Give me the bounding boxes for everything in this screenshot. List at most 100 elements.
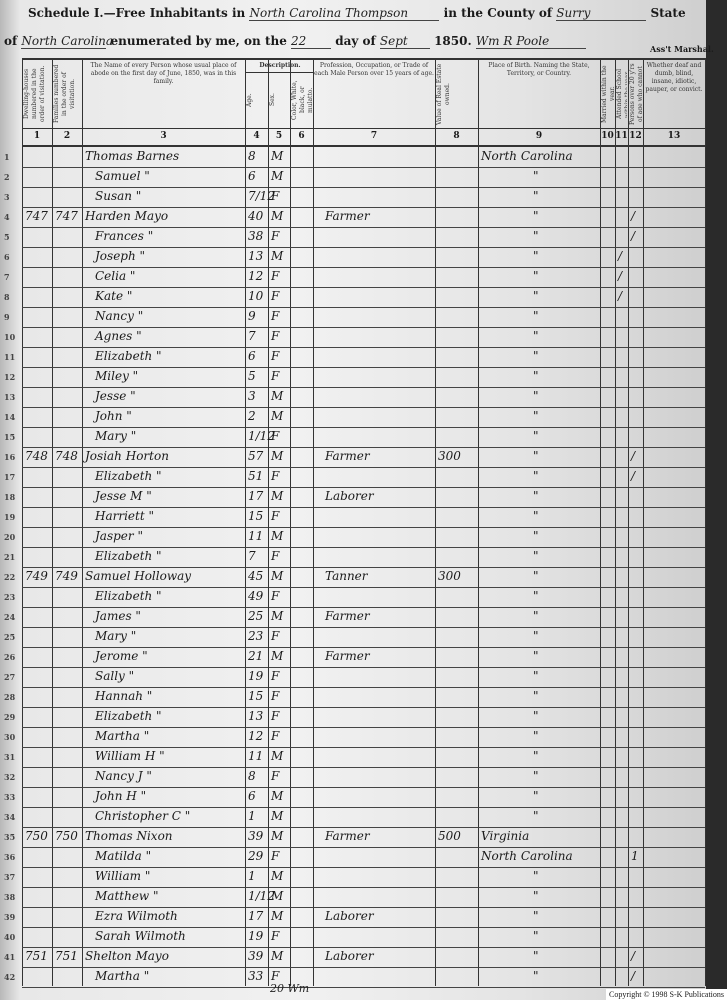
sex: M <box>271 149 284 163</box>
age: 25 <box>248 609 264 623</box>
birthplace: " <box>533 729 539 743</box>
of-label: of <box>4 34 18 48</box>
age: 11 <box>248 749 264 763</box>
table-row: 13 Jesse " 3 M " <box>4 387 705 408</box>
column-number-7: 7 <box>370 131 378 141</box>
age: 57 <box>248 449 264 463</box>
age: 19 <box>248 669 264 683</box>
column-rule <box>478 58 479 986</box>
state-value: North Carolina <box>21 34 114 49</box>
sex: F <box>271 729 280 743</box>
illiterate-mark: / <box>631 469 636 483</box>
family-number: 748 <box>55 449 78 463</box>
age: 23 <box>248 629 264 643</box>
state-label: State <box>650 6 686 20</box>
description-rule <box>245 72 313 73</box>
table-row: 16 748 748 Josiah Horton 57 M Farmer 300 " / <box>4 447 705 468</box>
person-name: Jasper " <box>95 529 143 543</box>
sex: M <box>271 489 284 503</box>
sex: M <box>271 249 284 263</box>
table-row: 42 Martha " 33 F " / <box>4 967 705 988</box>
sex: F <box>271 709 280 723</box>
age: 1 <box>248 809 256 823</box>
age: 38 <box>248 229 264 243</box>
school-mark: / <box>618 249 623 263</box>
person-name: Matthew " <box>95 889 159 903</box>
table-row: 20 Jasper " 11 M " <box>4 527 705 548</box>
enumerated-label: enumerated by me, on the <box>110 34 287 48</box>
line-number: 25 <box>4 632 16 642</box>
person-name: Thomas Nixon <box>85 829 173 843</box>
person-name: Harden Mayo <box>85 209 169 223</box>
column-header-7: Profession, Occupation, or Trade of each… <box>314 62 434 77</box>
table-row: 6 Joseph " 13 M " / <box>4 247 705 268</box>
table-row: 29 Elizabeth " 13 F " <box>4 707 705 728</box>
table-row: 11 Elizabeth " 6 F " <box>4 347 705 368</box>
age: 29 <box>248 849 264 863</box>
birthplace: " <box>533 969 539 983</box>
sex: M <box>271 169 284 183</box>
line-number: 11 <box>4 352 16 362</box>
birthplace: North Carolina <box>481 849 573 863</box>
line-number: 17 <box>4 472 16 482</box>
birthplace: " <box>533 389 539 403</box>
person-name: Susan " <box>95 189 142 203</box>
person-name: Shelton Mayo <box>85 949 169 963</box>
person-name: Matilda " <box>95 849 152 863</box>
sex: M <box>271 449 284 463</box>
column-rule <box>82 58 83 986</box>
schedule-label: Schedule I.—Free Inhabitants in <box>28 6 246 20</box>
scan-edge <box>706 0 727 1000</box>
line-number: 29 <box>4 712 16 722</box>
sex: F <box>271 969 280 983</box>
occupation: Farmer <box>325 449 370 463</box>
person-name: Harriett " <box>95 509 155 523</box>
header-rule <box>22 128 705 129</box>
sex: F <box>271 629 280 643</box>
sex: M <box>271 529 284 543</box>
sex: F <box>271 429 280 443</box>
real-estate-value: 300 <box>438 569 461 583</box>
day-label: day of <box>335 34 376 48</box>
line-number: 14 <box>4 412 16 422</box>
table-row: 12 Miley " 5 F " <box>4 367 705 388</box>
birthplace: " <box>533 429 539 443</box>
birthplace: " <box>533 549 539 563</box>
school-mark: / <box>618 289 623 303</box>
table-row: 37 William " 1 M " <box>4 867 705 888</box>
sex: M <box>271 609 284 623</box>
line-number: 36 <box>4 852 16 862</box>
occupation: Farmer <box>325 829 370 843</box>
sex: F <box>271 289 280 303</box>
person-name: Jesse " <box>95 389 136 403</box>
age: 15 <box>248 509 264 523</box>
person-name: Mary " <box>95 629 137 643</box>
birthplace: " <box>533 569 539 583</box>
illiterate-mark: / <box>631 449 636 463</box>
column-header-4: Age. <box>246 93 253 107</box>
age: 17 <box>248 489 264 503</box>
occupation: Farmer <box>325 209 370 223</box>
illiterate-mark: / <box>631 229 636 243</box>
birthplace: " <box>533 649 539 663</box>
dwelling-number: 751 <box>25 949 48 963</box>
age: 1/12 <box>248 429 275 443</box>
birthplace: North Carolina <box>481 149 573 163</box>
age: 13 <box>248 709 264 723</box>
column-rule <box>22 58 23 986</box>
marshal-signature: Wm R Poole <box>475 34 586 49</box>
table-row: 31 William H " 11 M " <box>4 747 705 768</box>
table-row: 27 Sally " 19 F " <box>4 667 705 688</box>
column-header-13: Whether deaf and dumb, blind, insane, id… <box>645 62 703 93</box>
birthplace: " <box>533 349 539 363</box>
line-number: 40 <box>4 932 16 942</box>
line-number: 2 <box>4 172 10 182</box>
person-name: Jerome " <box>95 649 148 663</box>
birthplace: " <box>533 289 539 303</box>
sex: M <box>271 809 284 823</box>
column-header-2: Families numbered in the order of visita… <box>53 64 76 124</box>
birthplace: " <box>533 529 539 543</box>
sex: F <box>271 689 280 703</box>
table-row: 30 Martha " 12 F " <box>4 727 705 748</box>
column-number-13: 13 <box>667 131 681 141</box>
